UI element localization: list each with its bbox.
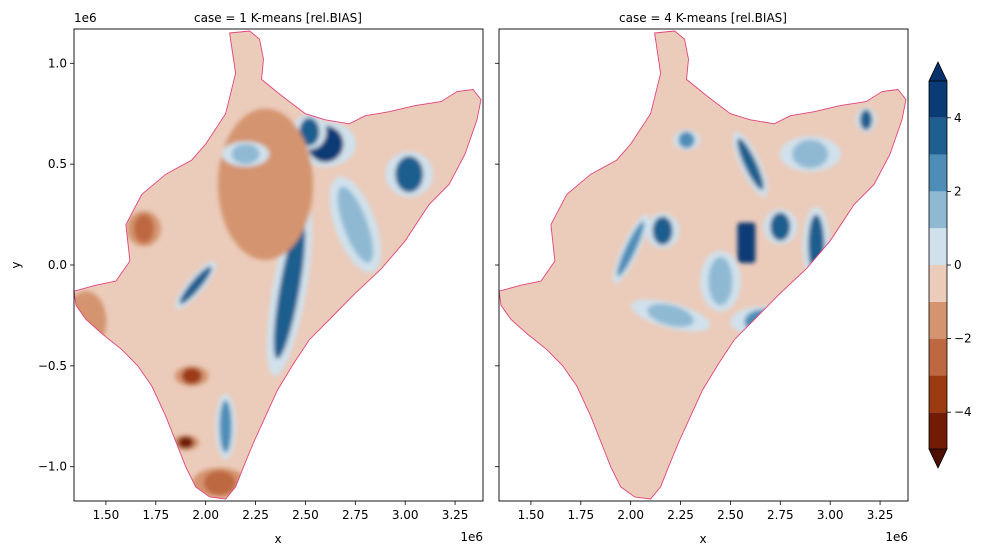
y-tick-label: 0.0 — [48, 258, 67, 272]
y-axis-label: y — [9, 261, 23, 268]
bias-patch — [133, 214, 154, 243]
x-tick-label: 1.75 — [567, 508, 594, 522]
colorbar-over-extension — [928, 61, 948, 82]
bias-patch — [203, 470, 236, 495]
bias-patch — [231, 143, 260, 165]
bias-patch — [737, 222, 756, 263]
colorbar-band — [929, 228, 947, 265]
x-tick-label: 2.75 — [767, 508, 794, 522]
bias-patch — [617, 221, 645, 277]
y-tick-label: −1.0 — [38, 460, 67, 474]
region-outline — [73, 30, 482, 500]
x-tick-label: 2.00 — [192, 508, 219, 522]
bias-patch — [708, 256, 733, 306]
bias-patch — [273, 219, 306, 359]
bias-patch — [181, 367, 202, 385]
colorbar-band — [929, 117, 947, 155]
region-outline — [498, 30, 907, 500]
y-tick-label: −0.5 — [38, 359, 67, 373]
bias-patch — [299, 117, 320, 146]
x-offset-label: 1e6 — [885, 530, 908, 544]
x-axis-ticks: 1.50 1.75 2.00 2.25 2.50 2.75 3.00 3.25 — [93, 501, 469, 522]
panel-title: case = 1 K-means [rel.BIAS] — [194, 11, 362, 25]
x-offset-label: 1e6 — [460, 530, 483, 544]
y-tick-label: 0.5 — [48, 157, 67, 171]
x-tick-label: 2.00 — [617, 508, 644, 522]
plot-area-case-4 — [498, 28, 909, 502]
colorbar-tick-label: 0 — [954, 258, 962, 272]
x-tick-label: 2.25 — [242, 508, 269, 522]
bias-patch — [395, 156, 424, 193]
colorbar-band — [929, 301, 947, 339]
x-tick-label: 3.00 — [817, 508, 844, 522]
colorbar-tick-label: 2 — [954, 184, 962, 198]
x-tick-label: 3.25 — [867, 508, 894, 522]
colorbar-band — [929, 265, 947, 302]
y-tick-label: 1.0 — [48, 56, 67, 70]
colorbar: 4 2 0 −2 −4 — [928, 61, 972, 469]
bias-patch — [337, 186, 374, 263]
bias-patch — [647, 303, 694, 327]
x-axis-ticks: 1.50 1.75 2.00 2.25 2.50 2.75 3.00 3.25 — [518, 501, 894, 522]
y-axis-ticks: 1.0 0.5 0.0 −0.5 −1.0 — [38, 56, 74, 474]
y-offset-label: 1e6 — [74, 11, 97, 25]
colorbar-band — [929, 412, 947, 449]
colorbar-tick-label: −2 — [954, 332, 972, 346]
panel-title: case = 4 K-means [rel.BIAS] — [619, 11, 787, 25]
x-tick-label: 1.50 — [93, 508, 120, 522]
x-axis-label: x — [274, 532, 281, 546]
colorbar-band — [929, 154, 947, 192]
x-tick-label: 3.25 — [442, 508, 469, 522]
x-axis-label: x — [699, 532, 706, 546]
bias-features — [74, 108, 433, 498]
x-tick-label: 2.25 — [667, 508, 694, 522]
bias-patch — [652, 216, 673, 245]
x-tick-label: 3.00 — [392, 508, 419, 522]
colorbar-band — [929, 338, 947, 376]
colorbar-tick-label: 4 — [954, 111, 962, 125]
x-tick-label: 1.75 — [142, 508, 169, 522]
x-tick-label: 2.50 — [717, 508, 744, 522]
x-tick-label: 2.75 — [342, 508, 369, 522]
bias-patch — [770, 212, 791, 241]
bias-patch — [177, 436, 194, 449]
x-tick-label: 1.50 — [518, 508, 545, 522]
bias-patch — [678, 131, 695, 149]
x-tick-label: 2.50 — [292, 508, 319, 522]
bias-patch — [219, 400, 232, 453]
plot-area-case-1 — [73, 28, 484, 502]
bias-patch — [792, 139, 829, 169]
bias-patch — [737, 138, 764, 190]
colorbar-under-extension — [928, 448, 948, 469]
bias-patch — [179, 266, 212, 304]
colorbar-band — [929, 375, 947, 413]
colorbar-band — [929, 191, 947, 229]
bias-patch — [860, 109, 873, 130]
panel-case-1: case = 1 K-means [rel.BIAS] 1.50 1.75 2.00… — [9, 11, 484, 546]
colorbar-band — [929, 81, 947, 118]
panel-case-4: case = 4 K-means [rel.BIAS] 1.50 1.75 2.00… — [495, 11, 909, 546]
y-axis-ticks — [495, 62, 499, 468]
colorbar-tick-label: −4 — [954, 405, 972, 419]
